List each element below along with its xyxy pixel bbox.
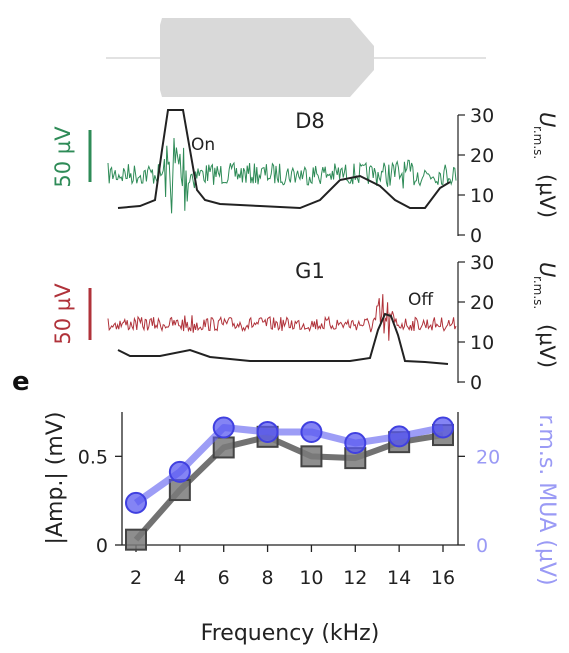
stimulus-envelope bbox=[106, 18, 486, 97]
y-ticks: 00.5 bbox=[78, 446, 122, 557]
tick-d8-10: 10 bbox=[470, 185, 494, 207]
scale-bar-label-d8: 50 µV bbox=[51, 126, 75, 188]
y2-tick-label: 0 bbox=[476, 535, 488, 557]
raw-trace-d8 bbox=[107, 137, 457, 214]
y-axis-label: |Amp.| (mV) bbox=[43, 412, 68, 545]
tick-g1-0: 0 bbox=[470, 372, 482, 394]
y-tick-label: 0 bbox=[96, 535, 108, 557]
tick-d8-20: 20 bbox=[470, 145, 494, 167]
panel-letter: e bbox=[12, 367, 30, 397]
axis-title-g1: U r.m.s. (µV) bbox=[531, 262, 559, 368]
rms-mua-point bbox=[432, 416, 454, 439]
x-tick-label: 12 bbox=[343, 567, 367, 589]
y2-ticks: 0 20 bbox=[458, 446, 500, 557]
rms-mua-point bbox=[388, 425, 411, 448]
tick-d8-0: 0 bbox=[470, 225, 482, 247]
rms-envelope-g1 bbox=[117, 312, 449, 365]
y2-tick-label: 20 bbox=[476, 446, 500, 468]
svg-text:r.m.s.: r.m.s. bbox=[531, 276, 545, 309]
amplitude-point bbox=[168, 479, 191, 502]
rms-envelope-d8 bbox=[117, 109, 451, 210]
svg-text:r.m.s.: r.m.s. bbox=[531, 126, 545, 159]
amplitude-point bbox=[125, 528, 147, 551]
raw-trace-g1 bbox=[107, 294, 457, 341]
rms-mua-point bbox=[300, 420, 323, 443]
rms-mua-point bbox=[212, 416, 235, 439]
amplitude-point bbox=[300, 445, 323, 468]
annotation-on: On bbox=[191, 135, 215, 155]
rms-mua-point bbox=[256, 420, 279, 443]
x-tick-label: 8 bbox=[262, 567, 274, 589]
x-tick-label: 10 bbox=[299, 567, 323, 589]
svg-text:(µV): (µV) bbox=[535, 174, 559, 218]
x-tick-label: 14 bbox=[387, 567, 411, 589]
frequency-chart: 2 4 6 8 10 12 14 16 00.5 020 Frequency (kHz) |A… bbox=[43, 412, 559, 646]
trace-label-g1: G1 bbox=[295, 259, 325, 283]
svg-text:U: U bbox=[535, 262, 559, 277]
x-tick-label: 16 bbox=[431, 567, 455, 589]
tick-g1-10: 10 bbox=[470, 332, 494, 354]
rms-axis-g1: 0 10 20 30 U r.m.s. (µV) bbox=[457, 252, 559, 394]
rms-axis-d8: 0 10 20 30 U r.m.s. (µV) bbox=[457, 105, 559, 247]
tick-d8-30: 30 bbox=[470, 105, 494, 127]
x-tick-label: 4 bbox=[174, 567, 186, 589]
tick-g1-20: 20 bbox=[470, 292, 494, 314]
rms-mua-point bbox=[125, 491, 147, 514]
trace-d8-panel: 50 µV D8 On 0 10 20 30 U r.m.s. (µV) bbox=[51, 105, 559, 247]
annotation-off: Off bbox=[408, 290, 434, 310]
x-ticks: 2 4 6 8 10 12 14 16 bbox=[130, 545, 455, 589]
x-tick-label: 2 bbox=[130, 567, 142, 589]
y-tick-label: 0.5 bbox=[78, 446, 108, 468]
axis-title-d8: U r.m.s. (µV) bbox=[531, 112, 559, 218]
svg-text:U: U bbox=[535, 112, 559, 127]
trace-label-d8: D8 bbox=[295, 109, 325, 133]
series-rms-mua bbox=[125, 416, 454, 514]
amplitude-point bbox=[212, 436, 235, 459]
x-tick-label: 6 bbox=[218, 567, 230, 589]
rms-mua-point bbox=[168, 460, 191, 483]
scale-bar-label-g1: 50 µV bbox=[51, 283, 75, 345]
x-axis-label: Frequency (kHz) bbox=[201, 621, 380, 646]
tick-g1-30: 30 bbox=[470, 252, 494, 274]
trace-g1-panel: 50 µV G1 Off 0 10 20 30 U r.m.s. (µV) bbox=[51, 252, 559, 394]
svg-text:(µV): (µV) bbox=[535, 324, 559, 368]
y2-axis-label: r.m.s. MUA (µV) bbox=[534, 414, 559, 585]
rms-mua-point bbox=[344, 432, 367, 455]
